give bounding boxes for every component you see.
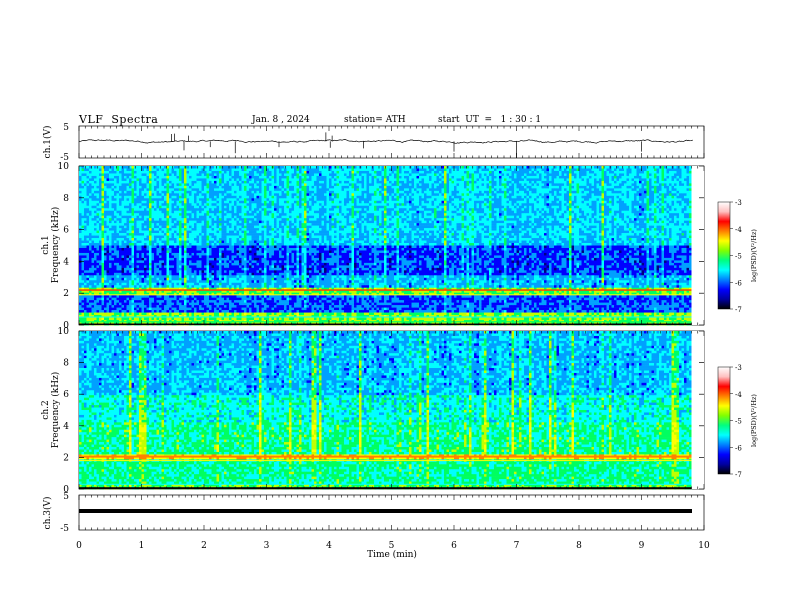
spectrogram-ytick-label: 10 — [58, 162, 70, 172]
x-tick-label: 6 — [451, 541, 457, 551]
x-tick-label: 4 — [326, 541, 332, 551]
spectral-line — [79, 317, 692, 318]
colorbar-scale — [718, 202, 730, 309]
spectrogram-ytick-label: 4 — [63, 422, 69, 432]
colorbar-tick-label: -3 — [735, 364, 742, 372]
colorbar-tick-label: -5 — [735, 253, 742, 261]
plots-svg: 5 -5 ch.1(V) 0 2 4 6 8 10 ch.1 Frequency (kHz… — [0, 0, 792, 612]
x-tick-label: 1 — [139, 541, 145, 551]
spectrogram-ytick-label: 6 — [63, 226, 69, 236]
ch1-spectrogram-image — [79, 166, 704, 325]
spectral-line — [79, 484, 692, 485]
spectral-line — [79, 460, 692, 461]
colorbar-scale — [718, 367, 730, 474]
spectrogram-ytick-label: 2 — [63, 453, 69, 463]
spectral-line — [79, 456, 692, 458]
ch3-ytick-top: 5 — [63, 492, 69, 502]
ch1-spectrogram-ylabel-channel: ch.1 — [41, 235, 51, 254]
ch1-colorbar: -3 -4 -5 -6 -7 log(PSD)(V²/Hz) — [718, 199, 758, 314]
ch1-ylabel: ch.1(V) — [42, 126, 53, 159]
colorbar-tick-label: -4 — [735, 391, 742, 399]
spectrogram-ytick-label: 2 — [63, 289, 69, 299]
ch2-spectrogram-image — [79, 331, 704, 489]
vlf-figure: VLF Spectra Jan. 8 , 2024 station= ATH s… — [0, 0, 792, 612]
ch1-spectrogram-ylabel-frequency: Frequency (kHz) — [50, 207, 61, 284]
colorbar-tick-label: -7 — [735, 306, 742, 314]
ch3-ylabel: ch.3(V) — [42, 497, 53, 530]
colorbar-tick-label: -3 — [735, 199, 742, 207]
ch3-ytick-bottom: -5 — [60, 524, 69, 534]
x-tick-label: 9 — [639, 541, 645, 551]
colorbar-tick-label: -6 — [735, 444, 742, 452]
colorbar-tick-label: -7 — [735, 471, 742, 479]
x-tick-label: 3 — [264, 541, 270, 551]
colorbar-tick-label: -4 — [735, 226, 742, 234]
spectrogram-ytick-label: 10 — [58, 327, 70, 337]
colorbar-label: log(PSD)(V²/Hz) — [750, 229, 758, 282]
x-tick-label: 10 — [698, 541, 710, 551]
spectral-line — [79, 294, 692, 295]
spectral-line — [79, 289, 692, 291]
colorbar-label: log(PSD)(V²/Hz) — [750, 394, 758, 447]
ch3-waveform-line — [79, 509, 692, 513]
ch2-spectrogram-ylabel-channel: ch.2 — [41, 400, 51, 419]
x-tick-label: 8 — [576, 541, 582, 551]
colorbar-tick-label: -5 — [735, 418, 742, 426]
colorbar-tick-label: -6 — [735, 279, 742, 287]
x-axis-label: Time (min) — [367, 549, 417, 560]
spectrogram-ytick-label: 8 — [63, 194, 69, 204]
x-tick-label: 0 — [76, 541, 82, 551]
ch2-spectrogram-ylabel-frequency: Frequency (kHz) — [50, 372, 61, 449]
spectrogram-ytick-label: 4 — [63, 257, 69, 267]
spectral-line — [79, 321, 692, 322]
ch2-colorbar: -3 -4 -5 -6 -7 log(PSD)(V²/Hz) — [718, 364, 758, 479]
spectrogram-ytick-label: 8 — [63, 359, 69, 369]
x-tick-label: 2 — [201, 541, 207, 551]
x-tick-label: 7 — [514, 541, 520, 551]
ch1-ytick-top: 5 — [63, 123, 69, 133]
spectrogram-ytick-label: 6 — [63, 390, 69, 400]
